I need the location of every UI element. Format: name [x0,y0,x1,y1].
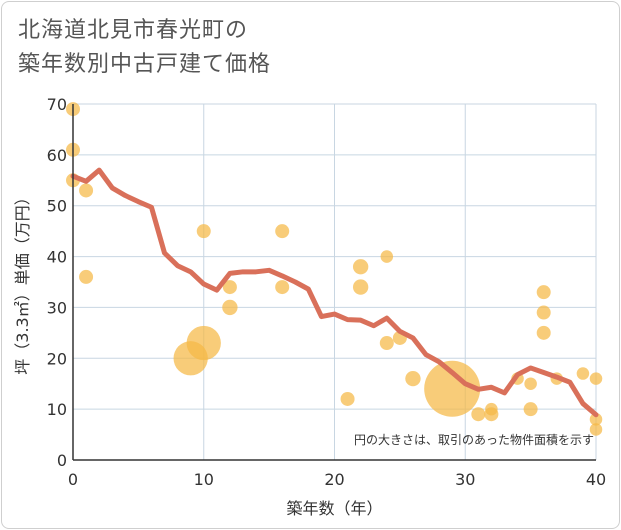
x-tick-label: 40 [586,470,606,489]
bubble-point [352,259,369,275]
x-tick-label: 0 [68,470,78,489]
bubble-point [485,402,498,416]
bubble-point [589,423,603,436]
x-tick-label: 20 [324,470,344,489]
y-tick-label: 30 [47,298,67,317]
y-tick-label: 70 [47,95,67,114]
bubble-point [352,279,369,295]
y-tick-label: 0 [57,451,67,470]
bubble-point [523,402,538,417]
bubble-point [589,413,603,426]
trend-line [70,167,599,418]
y-tick-label: 60 [47,146,67,165]
bubble-point [275,280,290,295]
y-tick-label: 50 [47,197,67,216]
axes: 0 10 20 30 40 0 10 20 30 40 50 60 70 [47,95,607,489]
bubble-point [589,372,603,385]
y-tick-label: 40 [47,248,67,267]
chart-title-line-1: 北海道北見市春光町の [18,18,249,43]
bubble-point [275,224,290,239]
y-tick-label: 10 [47,400,67,419]
bubble-point [524,377,537,390]
bubble-size-note: 円の大きさは、取引のあった物件面積を示す [354,432,594,447]
bubble-point [576,367,590,380]
bubble-point [186,325,221,361]
x-tick-label: 10 [194,470,214,489]
chart-title-line-2: 築年数別中古戸建て価格 [18,52,272,77]
bubble-point [536,305,551,320]
grid-lines [73,103,597,460]
bubble-point [222,299,238,316]
bubble-point [196,224,211,239]
bubble-point [79,269,94,284]
bubble-point [405,370,421,387]
x-tick-label: 30 [455,470,475,489]
bubble-point [471,407,486,422]
bubble-point [536,325,551,340]
bubble-point [340,391,355,406]
y-axis-label: 坪（3.3㎡）単価（万円） [13,189,32,374]
bubble-point [379,336,394,351]
bubble-point [424,360,481,417]
trend-series [70,167,599,418]
bubble-point [222,280,237,295]
bubble-point [79,183,94,198]
chart-title: 北海道北見市春光町の 築年数別中古戸建て価格 [18,14,578,82]
x-axis-label: 築年数（年） [286,499,382,518]
y-tick-label: 20 [47,349,67,368]
bubble-point [536,285,551,300]
bubble-point [380,250,394,263]
